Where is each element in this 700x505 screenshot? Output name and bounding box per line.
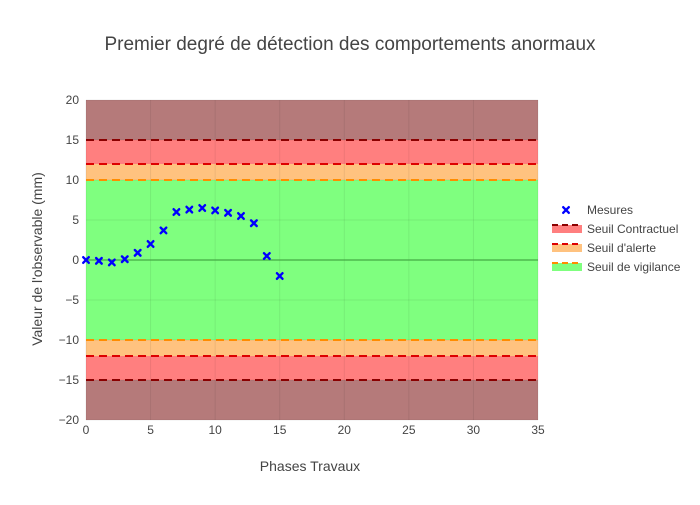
y-tick-label: −10 bbox=[59, 333, 80, 347]
x-tick-label: 30 bbox=[467, 423, 481, 437]
x-axis-label: Phases Travaux bbox=[260, 458, 360, 474]
legend-label: Mesures bbox=[587, 203, 633, 217]
y-tick-label: 10 bbox=[66, 173, 80, 187]
x-tick-label: 5 bbox=[147, 423, 154, 437]
data-point[interactable] bbox=[146, 240, 155, 248]
data-point[interactable] bbox=[133, 248, 142, 257]
data-point-marker bbox=[172, 208, 181, 216]
x-tick-label: 25 bbox=[402, 423, 416, 437]
data-point[interactable] bbox=[107, 258, 116, 267]
axes: 0 5 10 15 20 25 30 35 −20 −15 −10 −5 0 5 10 15 20 bbox=[59, 93, 545, 437]
data-point-marker bbox=[107, 258, 116, 267]
y-tick-label: −20 bbox=[59, 413, 80, 427]
legend-item-mesures[interactable]: Mesures bbox=[562, 203, 633, 217]
data-point-marker bbox=[249, 219, 258, 228]
x-tick-label: 35 bbox=[531, 423, 545, 437]
legend-label: Seuil d'alerte bbox=[587, 241, 656, 255]
data-point[interactable] bbox=[198, 204, 207, 212]
legend-item-1[interactable]: Seuil Contractuel bbox=[552, 222, 678, 236]
legend-label: Seuil de vigilance bbox=[587, 260, 681, 274]
data-point-marker bbox=[185, 205, 194, 214]
legend[interactable]: Mesures Seuil Contractuel Seuil d'alerte Se… bbox=[552, 203, 681, 274]
data-point[interactable] bbox=[211, 206, 220, 215]
data-point-marker bbox=[198, 204, 207, 212]
data-point[interactable] bbox=[224, 208, 233, 217]
x-tick-label: 20 bbox=[338, 423, 352, 437]
plot-area bbox=[82, 99, 539, 421]
data-point[interactable] bbox=[236, 212, 245, 220]
data-point[interactable] bbox=[120, 255, 129, 264]
y-tick-label: 20 bbox=[66, 93, 80, 107]
legend-marker-x bbox=[562, 206, 570, 214]
data-point[interactable] bbox=[172, 208, 181, 216]
data-point-marker bbox=[262, 252, 271, 260]
y-axis-label: Valeur de l'observable (mm) bbox=[29, 172, 45, 346]
data-point-marker bbox=[211, 206, 220, 215]
data-point[interactable] bbox=[262, 252, 271, 260]
y-tick-label: −15 bbox=[59, 373, 80, 387]
data-point-marker bbox=[275, 272, 284, 280]
data-point-marker bbox=[146, 240, 155, 248]
y-tick-label: 0 bbox=[72, 253, 79, 267]
x-tick-label: 10 bbox=[208, 423, 222, 437]
data-point[interactable] bbox=[185, 205, 194, 214]
legend-label: Seuil Contractuel bbox=[587, 222, 678, 236]
data-point-marker bbox=[94, 256, 103, 265]
y-tick-label: −5 bbox=[65, 293, 79, 307]
data-point-marker bbox=[133, 248, 142, 257]
y-tick-label: 5 bbox=[72, 213, 79, 227]
data-point[interactable] bbox=[275, 272, 284, 280]
legend-swatch bbox=[552, 244, 582, 252]
x-tick-label: 0 bbox=[83, 423, 90, 437]
data-point-marker bbox=[236, 212, 245, 220]
y-tick-label: 15 bbox=[66, 133, 80, 147]
legend-swatch bbox=[552, 225, 582, 233]
data-point-marker bbox=[120, 255, 129, 264]
data-point-marker bbox=[82, 256, 90, 264]
data-point[interactable] bbox=[82, 256, 90, 264]
data-point-marker bbox=[159, 226, 168, 235]
data-point[interactable] bbox=[94, 256, 103, 265]
legend-swatch bbox=[552, 263, 582, 271]
chart-title: Premier degré de détection des comportem… bbox=[104, 34, 596, 55]
data-point[interactable] bbox=[249, 219, 258, 228]
x-tick-label: 15 bbox=[273, 423, 287, 437]
data-point[interactable] bbox=[159, 226, 168, 235]
data-point-marker bbox=[224, 208, 233, 217]
legend-item-3[interactable]: Seuil de vigilance bbox=[552, 260, 681, 274]
legend-item-2[interactable]: Seuil d'alerte bbox=[552, 241, 656, 255]
